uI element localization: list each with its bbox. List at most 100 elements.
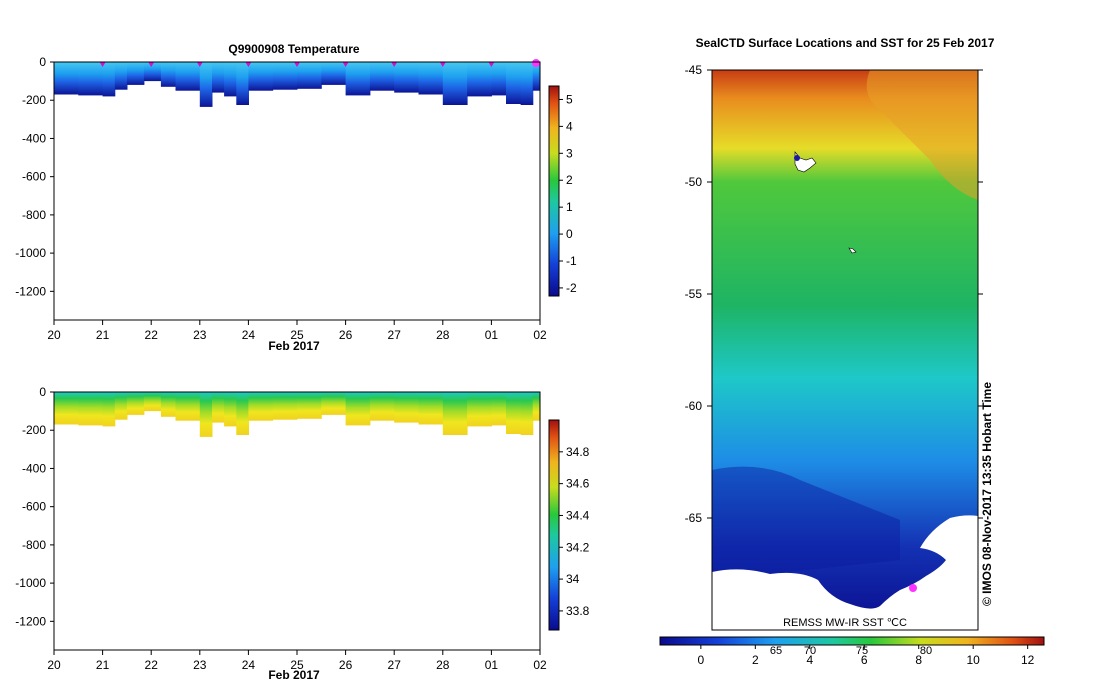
profile-column [442, 392, 468, 435]
x-tick-label: 27 [388, 658, 402, 672]
imos-credit-label: © IMOS 08-Nov-2017 13:35 Hobart Time [980, 382, 994, 606]
map-title: SealCTD Surface Locations and SST for 25… [696, 36, 995, 50]
profile-column [126, 392, 145, 415]
x-tick-label: 23 [193, 328, 207, 342]
colorbar-tick-label: 1 [566, 200, 573, 214]
x-tick-label: 25 [290, 658, 304, 672]
profile-column [114, 392, 128, 420]
seal-position-marker [794, 155, 800, 161]
colorbar-tick-label: 2 [566, 173, 573, 187]
salinity-colorbar-ticks: 34.8 34.6 34.4 34.2 34 33.8 [559, 445, 590, 618]
temperature-x-axis: 20 21 22 23 24 25 26 27 28 01 02 [47, 320, 547, 342]
profile-column [224, 392, 237, 427]
profile-column [321, 392, 347, 415]
latest-surface-marker [532, 59, 540, 67]
salinity-x-label: Feb 2017 [268, 668, 320, 682]
x-tick-label: 20 [47, 328, 61, 342]
antarctic-coastline [712, 515, 978, 630]
profile-column [321, 62, 347, 85]
temperature-title: Q9900908 Temperature [228, 42, 360, 56]
seal-track-small [848, 247, 857, 254]
lat-tick-label: -65 [685, 511, 703, 525]
x-tick-label: 02 [533, 658, 547, 672]
x-tick-label: 26 [339, 658, 353, 672]
y-tick-label: -1200 [15, 284, 46, 298]
profile-column [394, 392, 419, 423]
profile-column [369, 62, 395, 91]
y-tick-label: -600 [22, 500, 46, 514]
x-tick-label: 22 [145, 658, 159, 672]
surface-marker [148, 62, 155, 67]
colorbar-tick-label: 34.6 [566, 477, 590, 491]
y-tick-label: -800 [22, 208, 46, 222]
y-tick-label: 0 [39, 385, 46, 399]
sst-map-panel: SealCTD Surface Locations and SST for 25… [659, 36, 1045, 667]
surface-marker [196, 62, 203, 67]
profile-column [236, 392, 249, 435]
sst-colorbar-tick-label: 6 [861, 653, 868, 667]
profile-column [418, 62, 444, 95]
sst-colorbar-tick-label: 12 [1021, 653, 1035, 667]
x-tick-label: 28 [436, 658, 450, 672]
y-tick-label: -200 [22, 423, 46, 437]
profile-column [143, 392, 162, 412]
temperature-colorbar [548, 85, 560, 297]
colorbar-tick-label: 3 [566, 146, 573, 160]
temperature-profiles [54, 62, 541, 107]
salinity-panel: 0 -200 -400 -600 -800 -1000 -1200 20 21 22 23 24 25… [15, 385, 589, 682]
surface-marker [488, 62, 495, 67]
seal-track-cluster [794, 151, 817, 173]
profile-column [78, 62, 104, 96]
x-tick-label: 21 [96, 328, 110, 342]
sst-colorbar-ticks: 0 2 4 6 8 10 12 [698, 645, 1035, 667]
sst-source-label: REMSS MW-IR SST ℃C [783, 617, 907, 629]
salinity-profiles [54, 392, 541, 437]
profile-column [160, 392, 176, 417]
profile-column [160, 62, 176, 87]
x-tick-label: 01 [485, 328, 499, 342]
salinity-colorbar [548, 419, 560, 631]
map-latitude-axis: -45 -50 -55 -60 -65 [685, 63, 983, 525]
profile-column [491, 62, 507, 96]
profile-column [345, 62, 371, 96]
sst-colorbar-tick-label: 10 [967, 653, 981, 667]
map-inner-label: 65 [770, 645, 782, 657]
colorbar-tick-label: 34 [566, 572, 580, 586]
x-tick-label: 02 [533, 328, 547, 342]
y-tick-label: -400 [22, 131, 46, 145]
map-inner-label: 75 [856, 645, 868, 657]
profile-column [467, 392, 492, 427]
y-tick-label: -1000 [15, 246, 46, 260]
lat-tick-label: -60 [685, 399, 703, 413]
map-inner-label: 70 [804, 645, 816, 657]
colorbar-tick-label: 33.8 [566, 604, 590, 618]
profile-column [272, 392, 298, 420]
colorbar-tick-label: 34.2 [566, 540, 590, 554]
y-tick-label: -400 [22, 461, 46, 475]
temperature-y-axis: 0 -200 -400 -600 -800 -1000 -1200 [15, 55, 54, 298]
colorbar-tick-label: -1 [566, 254, 577, 268]
x-tick-label: 22 [145, 328, 159, 342]
lat-tick-label: -45 [685, 63, 703, 77]
profile-column [297, 392, 322, 419]
y-tick-label: -1200 [15, 614, 46, 628]
profile-column [491, 392, 507, 426]
profile-column [102, 392, 116, 427]
lat-tick-label: -55 [685, 287, 703, 301]
colorbar-tick-label: 34.8 [566, 445, 590, 459]
profile-column [78, 392, 104, 426]
x-tick-label: 28 [436, 328, 450, 342]
colorbar-tick-label: 34.4 [566, 508, 590, 522]
profile-column [175, 392, 201, 421]
y-tick-label: -600 [22, 170, 46, 184]
profile-column [506, 62, 522, 104]
profile-column [520, 62, 534, 105]
profile-column [418, 392, 444, 425]
profile-column [532, 392, 541, 421]
map-frame [711, 69, 979, 631]
surface-marker [245, 62, 252, 67]
profile-column [199, 62, 213, 107]
profile-column [126, 62, 145, 85]
sst-colorbar-tick-label: 0 [698, 653, 705, 667]
temperature-panel: Q9900908 Temperature 0 -200 -400 -600 -800 -1… [15, 42, 577, 353]
